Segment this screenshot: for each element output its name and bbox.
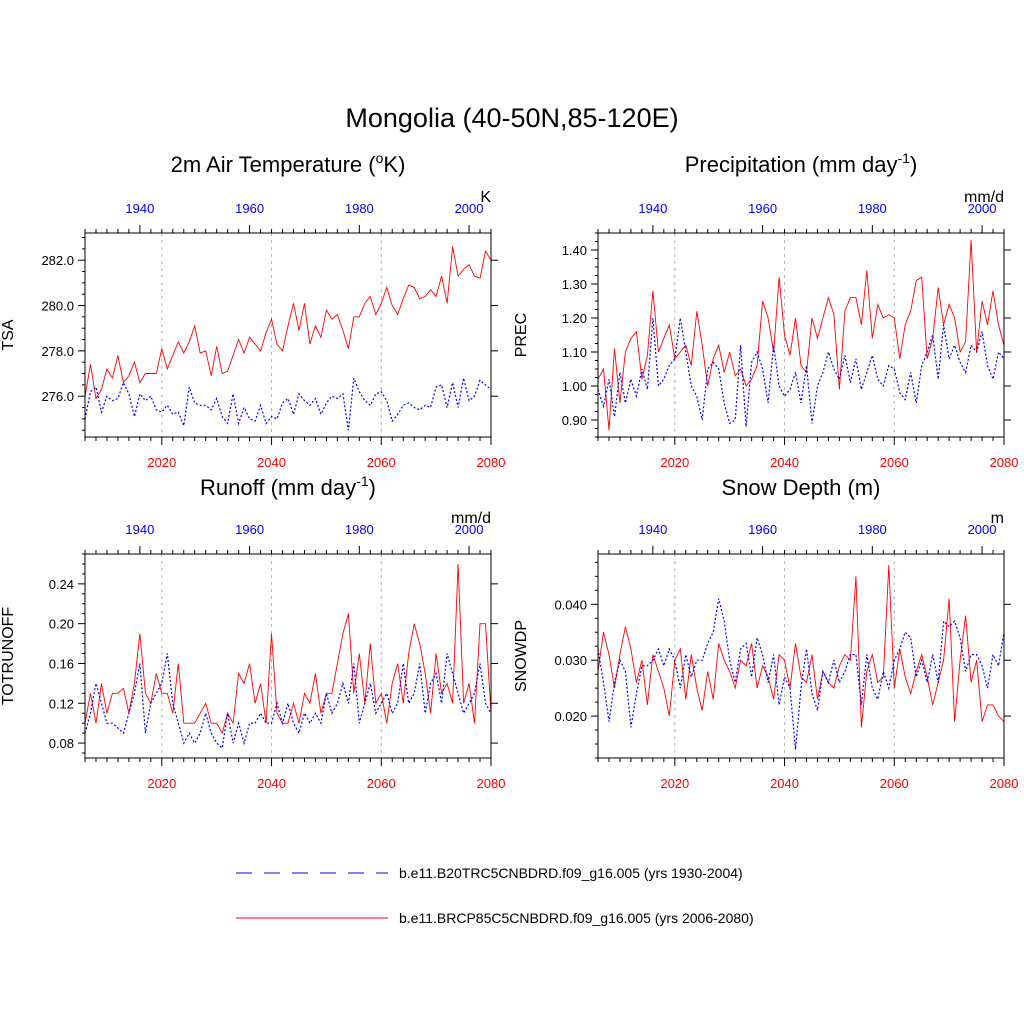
y-tick-label: 1.40 bbox=[562, 243, 587, 258]
bottom-tick-label: 2060 bbox=[367, 776, 396, 791]
series-line-historical bbox=[84, 377, 492, 431]
panel-title-main: 2m Air Temperature ( bbox=[171, 152, 377, 177]
panel-title: 2m Air Temperature (oK) bbox=[171, 150, 406, 177]
y-axis-label: TSA bbox=[0, 319, 17, 350]
chart-panel-prec: Precipitation (mm day-1) mm/d 2020 2040 2060… bbox=[513, 150, 1018, 470]
legend-label-future: b.e11.BRCP85C5CNBDRD.f09_g16.005 (yrs 20… bbox=[399, 910, 754, 926]
y-tick-label: 0.040 bbox=[554, 597, 587, 612]
chart-panel-totrunoff: Runoff (mm day-1) mm/d 2020 2040 2060 2080 194… bbox=[0, 473, 505, 791]
top-tick-label: 1960 bbox=[748, 201, 777, 216]
series-line-historical bbox=[597, 598, 1005, 750]
bottom-tick-label: 2040 bbox=[257, 776, 286, 791]
bottom-tick-label: 2080 bbox=[990, 776, 1019, 791]
top-tick-label: 2000 bbox=[968, 522, 997, 537]
y-axis-label: PREC bbox=[513, 313, 530, 357]
top-tick-label: 1940 bbox=[638, 522, 667, 537]
top-tick-label: 2000 bbox=[968, 201, 997, 216]
series-line-future bbox=[597, 565, 1005, 728]
y-tick-label: 0.16 bbox=[49, 656, 74, 671]
y-tick-label: 1.10 bbox=[562, 345, 587, 360]
units-label: K bbox=[480, 189, 491, 206]
chart-panel-snowdp: Snow Depth (m) m 2020 2040 2060 2080 1940 1960 1… bbox=[513, 475, 1018, 791]
panel-title-main: Runoff (mm day bbox=[200, 475, 356, 500]
y-tick-label: 0.90 bbox=[562, 413, 587, 428]
bottom-tick-label: 2040 bbox=[770, 455, 799, 470]
y-tick-label: 1.20 bbox=[562, 311, 587, 326]
top-tick-label: 1960 bbox=[748, 522, 777, 537]
legend-label-historical: b.e11.B20TRC5CNBDRD.f09_g16.005 (yrs 193… bbox=[399, 865, 743, 881]
series-line-historical bbox=[597, 317, 1005, 427]
bottom-tick-label: 2020 bbox=[660, 455, 689, 470]
y-tick-label: 280.0 bbox=[41, 299, 74, 314]
y-tick-label: 278.0 bbox=[41, 344, 74, 359]
top-tick-label: 1980 bbox=[858, 522, 887, 537]
top-tick-label: 2000 bbox=[455, 522, 484, 537]
top-tick-label: 1980 bbox=[858, 201, 887, 216]
panel-title: Snow Depth (m) bbox=[722, 475, 881, 500]
bottom-tick-label: 2080 bbox=[990, 455, 1019, 470]
y-tick-label: 0.12 bbox=[49, 696, 74, 711]
y-tick-label: 0.24 bbox=[49, 577, 74, 592]
top-tick-label: 1940 bbox=[638, 201, 667, 216]
y-tick-label: 1.00 bbox=[562, 379, 587, 394]
bottom-tick-label: 2020 bbox=[660, 776, 689, 791]
y-axis-label: TOTRUNOFF bbox=[0, 607, 17, 706]
top-tick-label: 1940 bbox=[125, 522, 154, 537]
y-tick-label: 282.0 bbox=[41, 253, 74, 268]
figure-title: Mongolia (40-50N,85-120E) bbox=[345, 103, 678, 133]
bottom-tick-label: 2020 bbox=[147, 776, 176, 791]
top-tick-label: 1980 bbox=[345, 522, 374, 537]
y-tick-label: 0.030 bbox=[554, 653, 587, 668]
bottom-tick-label: 2060 bbox=[367, 455, 396, 470]
legend: b.e11.B20TRC5CNBDRD.f09_g16.005 (yrs 193… bbox=[236, 865, 754, 926]
bottom-tick-label: 2020 bbox=[147, 455, 176, 470]
chart-panel-tsa: 2m Air Temperature (oK) K 2020 2040 2060 2080… bbox=[0, 150, 505, 470]
units-label: mm/d bbox=[964, 189, 1004, 206]
bottom-tick-label: 2060 bbox=[880, 776, 909, 791]
units-label: mm/d bbox=[451, 510, 491, 527]
panel-title-superscript: o bbox=[376, 150, 384, 166]
panel-title: Precipitation (mm day-1) bbox=[685, 150, 918, 177]
bottom-tick-label: 2060 bbox=[880, 455, 909, 470]
units-label: m bbox=[991, 510, 1004, 527]
top-tick-label: 2000 bbox=[455, 201, 484, 216]
top-tick-label: 1940 bbox=[125, 201, 154, 216]
series-line-historical bbox=[84, 653, 492, 750]
bottom-tick-label: 2040 bbox=[257, 455, 286, 470]
y-tick-label: 0.08 bbox=[49, 736, 74, 751]
top-tick-label: 1960 bbox=[235, 522, 264, 537]
y-tick-label: 0.20 bbox=[49, 617, 74, 632]
y-axis-label: SNOWDP bbox=[513, 620, 530, 692]
series-line-future bbox=[84, 246, 492, 400]
series-line-future bbox=[84, 563, 492, 735]
panels: 2m Air Temperature (oK) K 2020 2040 2060 2080… bbox=[0, 150, 1018, 791]
bottom-tick-label: 2080 bbox=[477, 776, 506, 791]
panel-title-end: K) bbox=[383, 152, 405, 177]
panel-title-superscript: -1 bbox=[356, 473, 369, 489]
top-tick-label: 1980 bbox=[345, 201, 374, 216]
y-tick-label: 1.30 bbox=[562, 277, 587, 292]
panel-title-end: ) bbox=[910, 152, 917, 177]
plot-frame bbox=[597, 232, 1005, 438]
top-tick-label: 1960 bbox=[235, 201, 264, 216]
series-line-future bbox=[597, 239, 1005, 431]
y-tick-label: 0.020 bbox=[554, 709, 587, 724]
bottom-tick-label: 2040 bbox=[770, 776, 799, 791]
panel-title-end: ) bbox=[369, 475, 376, 500]
panel-title-main: Snow Depth (m) bbox=[722, 475, 881, 500]
y-tick-label: 276.0 bbox=[41, 389, 74, 404]
plot-frame bbox=[597, 553, 1005, 759]
panel-title-superscript: -1 bbox=[897, 150, 910, 166]
bottom-tick-label: 2080 bbox=[477, 455, 506, 470]
plot-frame bbox=[84, 553, 492, 759]
plot-frame bbox=[84, 232, 492, 438]
panel-title: Runoff (mm day-1) bbox=[200, 473, 376, 500]
panel-title-main: Precipitation (mm day bbox=[685, 152, 898, 177]
